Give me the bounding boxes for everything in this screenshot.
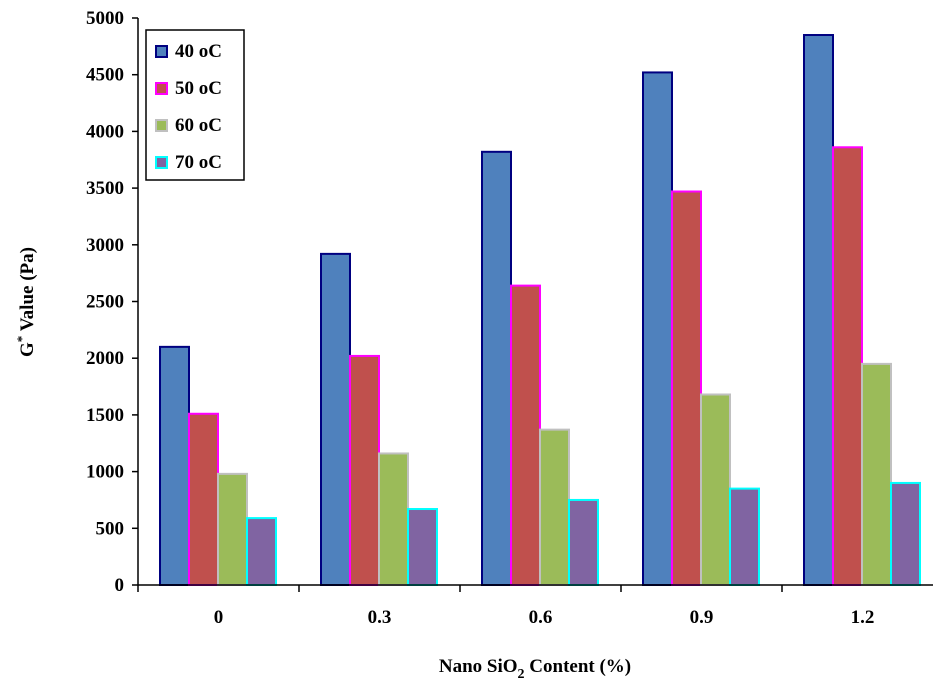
x-axis-title: Nano SiO2 Content (%)	[439, 656, 631, 682]
x-tick-label: 0.9	[690, 607, 714, 628]
legend-label-1: 50 oC	[175, 78, 222, 99]
bar-2-4	[861, 362, 892, 586]
bar-1-4	[832, 146, 863, 586]
y-tick-label: 2000	[86, 348, 124, 369]
bar-1-0	[188, 412, 219, 586]
y-tick-label: 1500	[86, 405, 124, 426]
bar-1-3	[671, 190, 702, 586]
y-tick-label: 2500	[86, 292, 124, 313]
legend-swatch-1	[155, 82, 168, 95]
x-ticks-group: 0 0.3 0.6 0.9 1.2	[137, 585, 875, 628]
y-tick-label: 4500	[86, 65, 124, 86]
bar-2-3	[700, 393, 731, 586]
y-tick-label: 500	[96, 518, 125, 539]
legend-swatch-0	[155, 45, 168, 58]
y-ticks-group: 0 500 1000 1500 2000 2500 3000 3500 4000 4500 5000	[86, 8, 138, 596]
bar-2-1	[378, 452, 409, 586]
bar-1-1	[349, 354, 380, 586]
legend-swatch-3	[155, 156, 168, 169]
bar-1-2	[510, 284, 541, 586]
bar-3-0	[246, 517, 277, 586]
bar-2-0	[217, 472, 248, 587]
x-tick-label: 1.2	[851, 607, 875, 628]
bar-0-2	[481, 150, 512, 586]
bar-3-1	[407, 508, 438, 586]
bar-0-0	[159, 345, 190, 586]
bar-2-2	[539, 428, 570, 586]
legend-label-0: 40 oC	[175, 41, 222, 62]
bar-0-3	[642, 71, 673, 586]
bar-3-3	[729, 487, 760, 586]
y-tick-label: 3500	[86, 178, 124, 199]
legend-label-2: 60 oC	[175, 115, 222, 136]
y-tick-label: 5000	[86, 8, 124, 29]
bar-3-4	[890, 481, 921, 586]
y-tick-label: 1000	[86, 462, 124, 483]
legend-label-3: 70 oC	[175, 152, 222, 173]
x-tick-label: 0.3	[368, 607, 392, 628]
bar-0-1	[320, 252, 351, 586]
legend-swatch-2	[155, 119, 168, 132]
y-tick-label: 3000	[86, 235, 124, 256]
bars-group	[159, 34, 921, 587]
y-axis-title: G* Value (Pa)	[14, 247, 38, 357]
legend: 40 oC 50 oC 60 oC 70 oC	[145, 29, 245, 181]
x-tick-label: 0	[214, 607, 224, 628]
x-tick-label: 0.6	[529, 607, 553, 628]
y-tick-label: 0	[115, 575, 125, 596]
bar-0-4	[803, 34, 834, 586]
y-tick-label: 4000	[86, 121, 124, 142]
bar-3-2	[568, 498, 599, 587]
